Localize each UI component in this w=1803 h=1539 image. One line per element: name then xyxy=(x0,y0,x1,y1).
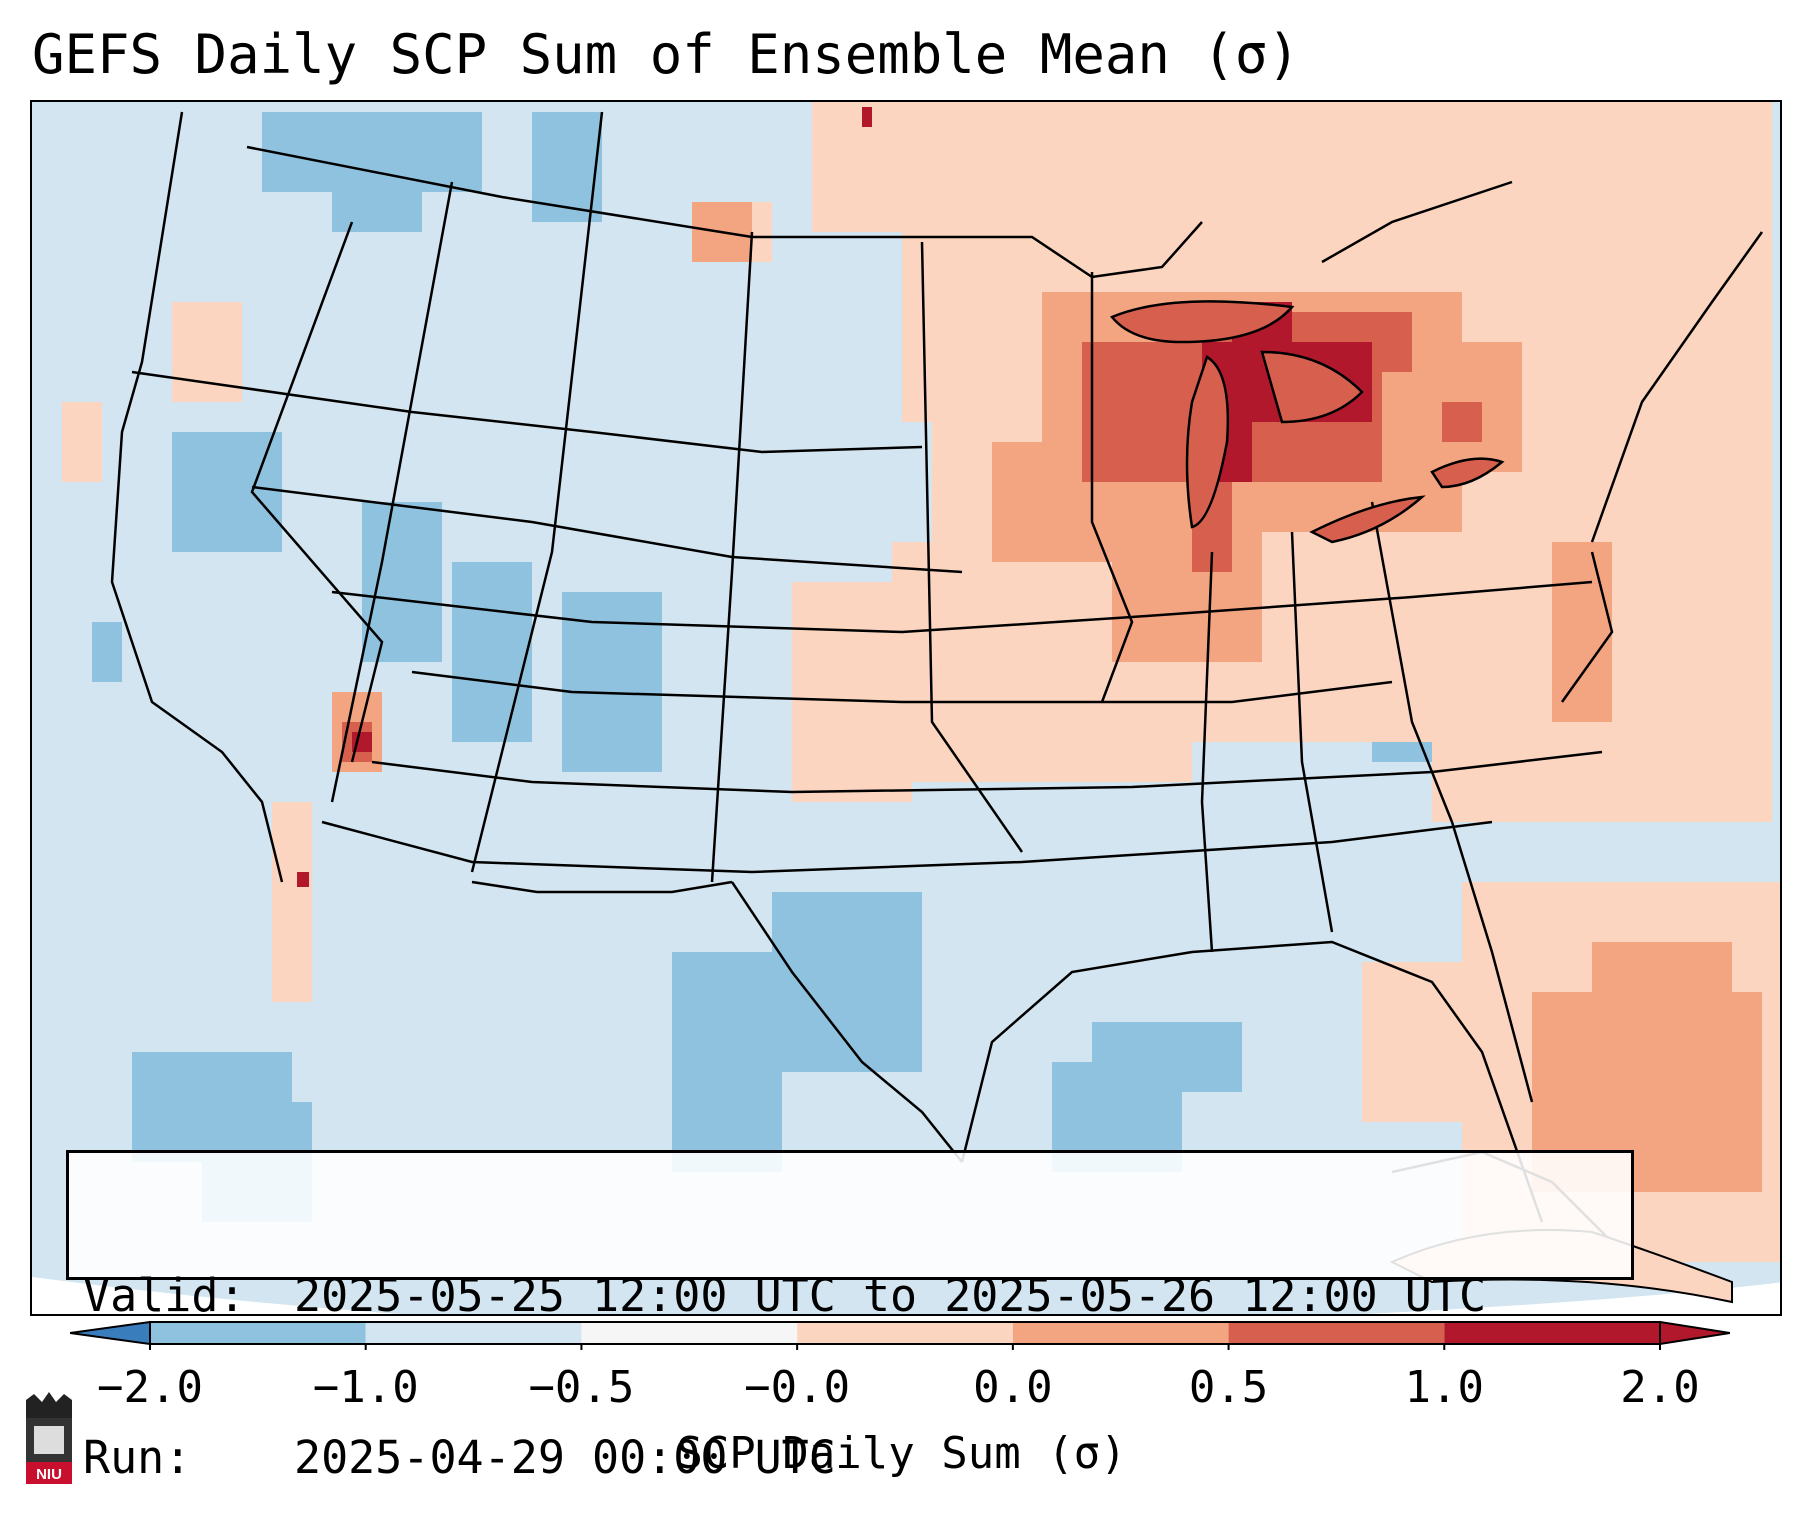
colorbar-segment xyxy=(365,1322,582,1344)
colorbar-extend-low xyxy=(70,1320,151,1346)
colorbar-segment xyxy=(581,1322,798,1344)
colorbar-tick-label: 1.0 xyxy=(1404,1362,1485,1413)
valid-key: Valid: xyxy=(83,1269,246,1322)
chart-title: GEFS Daily SCP Sum of Ensemble Mean (σ) xyxy=(32,23,1300,86)
validity-info-box: Valid: 2025-05-25 12:00 UTC to 2025-05-26… xyxy=(66,1150,1634,1484)
colorbar-tick-label: −0.5 xyxy=(528,1362,635,1413)
colorbar-segment xyxy=(150,1322,366,1344)
projection-edge xyxy=(32,1277,1780,1314)
colorbar-tick-label: −0.0 xyxy=(744,1362,851,1413)
colorbar-segment xyxy=(1012,1322,1229,1344)
colorbar-extend-high xyxy=(1659,1320,1730,1346)
colorbar-tick-label: −2.0 xyxy=(97,1362,203,1413)
valid-value: 2025-05-25 12:00 UTC to 2025-05-26 12:00… xyxy=(294,1269,1487,1322)
colorbar xyxy=(70,1320,1730,1350)
niu-logo: NIU xyxy=(26,1392,72,1484)
colorbar-label: SCP Daily Sum (σ) xyxy=(676,1428,1127,1479)
map-panel[interactable] xyxy=(30,100,1782,1316)
run-key: Run: xyxy=(83,1431,192,1484)
colorbar-tick-label: 2.0 xyxy=(1620,1362,1700,1413)
run-value: 2025-04-29 00:00 UTC xyxy=(294,1431,836,1484)
colorbar-segment xyxy=(797,1322,1013,1344)
colorbar-segment xyxy=(1444,1322,1660,1344)
colorbar-tick-label: −1.0 xyxy=(312,1362,419,1413)
colorbar-tick-label: 0.0 xyxy=(973,1362,1053,1413)
great-lakes xyxy=(1109,300,1505,544)
colorbar-segment xyxy=(1228,1322,1445,1344)
svg-text:NIU: NIU xyxy=(36,1466,62,1483)
colorbar-outline xyxy=(149,1321,1661,1345)
map-svg xyxy=(32,102,1780,1314)
colorbar-tick-label: 0.5 xyxy=(1188,1362,1269,1413)
